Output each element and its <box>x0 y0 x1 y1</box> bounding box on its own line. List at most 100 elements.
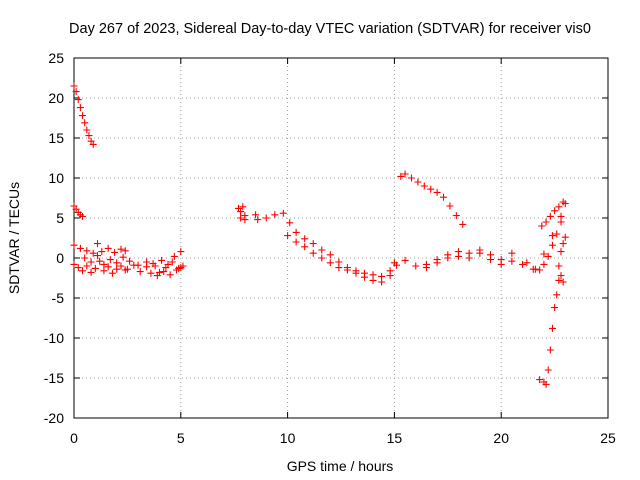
series-arc-early-c <box>81 252 127 268</box>
data-point <box>93 252 101 260</box>
data-point <box>121 247 129 255</box>
data-point <box>104 263 112 271</box>
data-point <box>508 257 516 265</box>
data-point <box>446 202 454 210</box>
data-point <box>87 268 95 276</box>
data-point <box>160 268 168 276</box>
data-point <box>433 188 441 196</box>
data-point <box>519 260 527 268</box>
data-point <box>301 235 309 243</box>
data-point <box>531 265 539 273</box>
data-point <box>108 269 116 277</box>
data-point <box>459 220 467 228</box>
data-point <box>113 265 121 273</box>
data-point <box>72 88 80 96</box>
data-point <box>548 232 556 240</box>
data-point <box>254 216 262 224</box>
data-point <box>414 178 422 186</box>
data-point <box>237 208 245 216</box>
data-point <box>420 182 428 190</box>
plot-frame <box>73 57 609 419</box>
x-tick-label: 20 <box>493 430 509 446</box>
data-point <box>553 230 561 238</box>
data-point <box>352 269 360 277</box>
data-point <box>397 172 405 180</box>
y-tick-label: -20 <box>44 410 64 426</box>
data-point <box>123 265 131 273</box>
data-point <box>557 272 565 280</box>
data-point <box>134 261 142 269</box>
y-tick-labels: 25 20 15 10 5 0 -5 -10 -15 -20 <box>44 50 64 426</box>
data-point <box>119 253 127 261</box>
data-point <box>440 193 448 201</box>
data-point <box>76 244 84 252</box>
data-point <box>309 240 317 248</box>
data-point <box>173 266 181 274</box>
y-axis-label: SDTVAR / TECUs <box>6 182 22 294</box>
data-point <box>166 271 174 279</box>
y-tick-label: 25 <box>48 50 64 66</box>
data-point <box>544 252 552 260</box>
series-arc-8h <box>234 203 249 224</box>
x-tick-label: 15 <box>387 430 403 446</box>
data-point <box>98 248 106 256</box>
data-point <box>559 240 567 248</box>
data-point <box>177 264 185 272</box>
data-point <box>241 216 249 224</box>
data-point <box>412 262 420 270</box>
data-point <box>487 256 495 264</box>
data-point <box>153 272 161 280</box>
data-point <box>444 254 452 262</box>
data-point <box>147 269 155 277</box>
x-tick-labels: 0 5 10 15 20 25 <box>70 430 616 446</box>
chart-title: Day 267 of 2023, Sidereal Day-to-day VTE… <box>69 21 591 37</box>
series-arc-mid-c <box>147 264 185 280</box>
data-point <box>546 212 554 220</box>
data-point <box>252 211 260 219</box>
series-arc-early-a <box>70 240 129 257</box>
data-points <box>70 82 569 388</box>
data-point <box>279 209 287 217</box>
data-point <box>79 212 87 220</box>
y-tick-label: 5 <box>56 210 64 226</box>
data-point <box>286 219 294 227</box>
data-point <box>401 256 409 264</box>
series-arc-late-rise-a <box>523 200 569 273</box>
data-point <box>237 214 245 222</box>
data-point <box>559 278 567 286</box>
data-point <box>292 238 300 246</box>
data-point <box>536 266 544 274</box>
data-point <box>271 211 279 219</box>
data-point <box>83 247 91 255</box>
data-point <box>301 243 309 251</box>
data-point <box>318 246 326 254</box>
data-point <box>427 185 435 193</box>
data-point <box>284 232 292 240</box>
data-point <box>85 132 93 140</box>
data-point <box>557 218 565 226</box>
series-arc-early-b <box>70 257 129 277</box>
data-point <box>262 214 270 222</box>
data-point <box>407 174 415 182</box>
data-point <box>378 278 386 286</box>
y-tick-label: 15 <box>48 130 64 146</box>
data-point <box>454 252 462 260</box>
data-point <box>89 249 97 257</box>
axis-ticks <box>73 57 609 419</box>
data-point <box>164 260 172 268</box>
data-point <box>100 267 108 275</box>
data-point <box>74 96 82 104</box>
data-point <box>170 252 178 260</box>
data-point <box>100 260 108 268</box>
data-point <box>465 254 473 262</box>
data-point <box>318 254 326 262</box>
data-point <box>89 140 97 148</box>
data-point <box>561 233 569 241</box>
data-point <box>540 260 548 268</box>
x-tick-label: 0 <box>70 430 78 446</box>
data-point <box>326 259 334 267</box>
data-point <box>83 126 91 134</box>
data-point <box>555 203 563 211</box>
data-point <box>309 249 317 257</box>
